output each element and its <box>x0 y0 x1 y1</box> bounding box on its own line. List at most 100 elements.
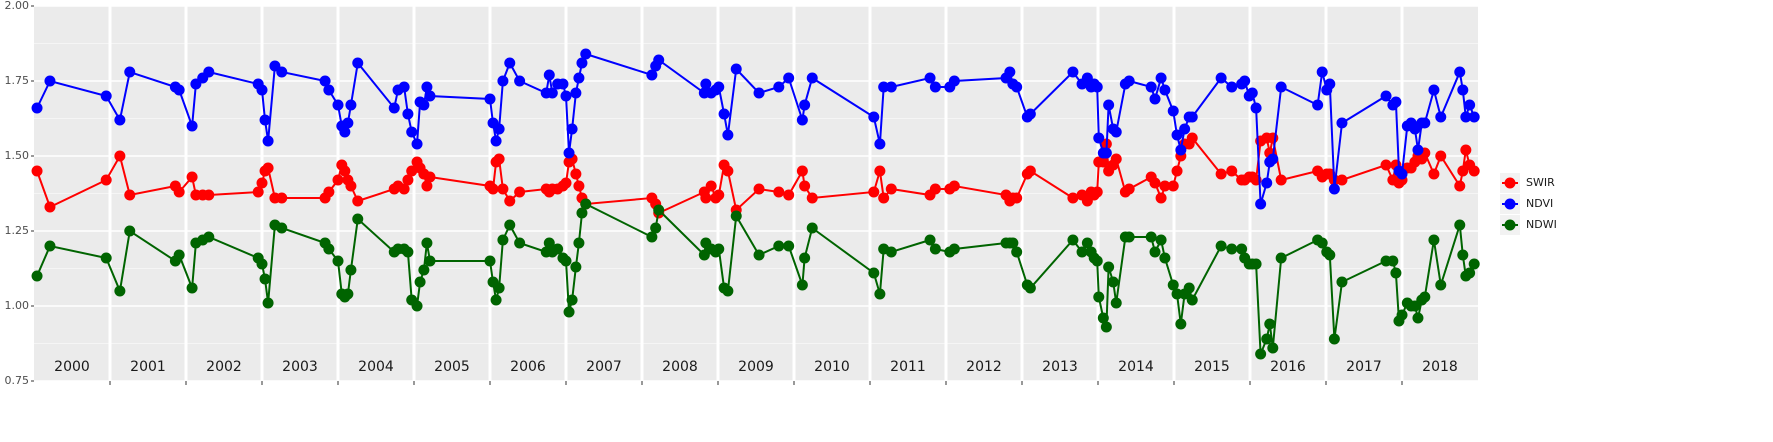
point <box>576 57 588 69</box>
point <box>543 237 555 249</box>
point <box>1336 276 1348 288</box>
point <box>1312 99 1324 111</box>
point <box>1175 318 1187 330</box>
point <box>173 186 185 198</box>
point <box>1435 279 1447 291</box>
point <box>114 114 126 126</box>
point <box>276 192 288 204</box>
point <box>497 75 509 87</box>
point <box>1396 309 1408 321</box>
point <box>653 204 665 216</box>
point <box>1226 165 1238 177</box>
point <box>323 243 335 255</box>
point <box>1067 234 1079 246</box>
point <box>753 87 765 99</box>
point <box>1464 99 1476 111</box>
legend-dot <box>1504 219 1516 231</box>
point <box>1067 66 1079 78</box>
point <box>1328 183 1340 195</box>
point <box>323 186 335 198</box>
point <box>730 210 742 222</box>
point <box>339 126 351 138</box>
point <box>1179 123 1191 135</box>
point <box>1123 183 1135 195</box>
point <box>124 189 136 201</box>
point <box>557 78 569 90</box>
point <box>1171 165 1183 177</box>
point <box>262 297 274 309</box>
point <box>874 288 886 300</box>
point <box>1454 66 1466 78</box>
point <box>1100 147 1112 159</box>
point <box>700 192 712 204</box>
point <box>1093 291 1105 303</box>
point <box>497 183 509 195</box>
point <box>573 237 585 249</box>
point <box>100 252 112 264</box>
point <box>1149 246 1161 258</box>
point <box>490 135 502 147</box>
point <box>1024 108 1036 120</box>
point <box>345 99 357 111</box>
point <box>1215 72 1227 84</box>
point <box>1328 333 1340 345</box>
y-tick-label: 0.75 <box>5 374 30 387</box>
point <box>398 81 410 93</box>
point <box>1457 84 1469 96</box>
point <box>484 255 496 267</box>
point <box>421 81 433 93</box>
point <box>560 255 572 267</box>
point <box>1159 252 1171 264</box>
point <box>773 186 785 198</box>
point <box>252 186 264 198</box>
point <box>256 84 268 96</box>
point <box>878 81 890 93</box>
y-tick-label: 1.25 <box>5 224 30 237</box>
point <box>504 219 516 231</box>
point <box>1390 267 1402 279</box>
point <box>799 180 811 192</box>
point <box>1428 168 1440 180</box>
point <box>1380 159 1392 171</box>
point <box>1167 279 1179 291</box>
point <box>868 267 880 279</box>
point <box>650 222 662 234</box>
point <box>414 276 426 288</box>
point <box>1468 165 1480 177</box>
point <box>1159 84 1171 96</box>
point <box>874 165 886 177</box>
point <box>1419 117 1431 129</box>
point <box>319 75 331 87</box>
point <box>1067 192 1079 204</box>
point <box>705 180 717 192</box>
point <box>44 240 56 252</box>
year-label: 2011 <box>890 359 926 375</box>
point <box>124 225 136 237</box>
point <box>929 183 941 195</box>
point <box>1412 144 1424 156</box>
point <box>402 108 414 120</box>
point <box>1264 318 1276 330</box>
point <box>1123 231 1135 243</box>
point <box>1091 255 1103 267</box>
point <box>1468 258 1480 270</box>
year-label: 2008 <box>662 359 698 375</box>
point <box>1175 144 1187 156</box>
point <box>806 72 818 84</box>
point <box>256 177 268 189</box>
point <box>411 138 423 150</box>
point <box>262 135 274 147</box>
y-tick-label: 1.00 <box>5 299 30 312</box>
point <box>1236 243 1248 255</box>
year-label: 2005 <box>434 359 470 375</box>
point <box>1457 249 1469 261</box>
point <box>1460 111 1472 123</box>
point <box>722 165 734 177</box>
point <box>1261 177 1273 189</box>
point <box>262 162 274 174</box>
point <box>342 288 354 300</box>
point <box>1226 81 1238 93</box>
point <box>402 246 414 258</box>
point <box>546 87 558 99</box>
point <box>560 90 572 102</box>
